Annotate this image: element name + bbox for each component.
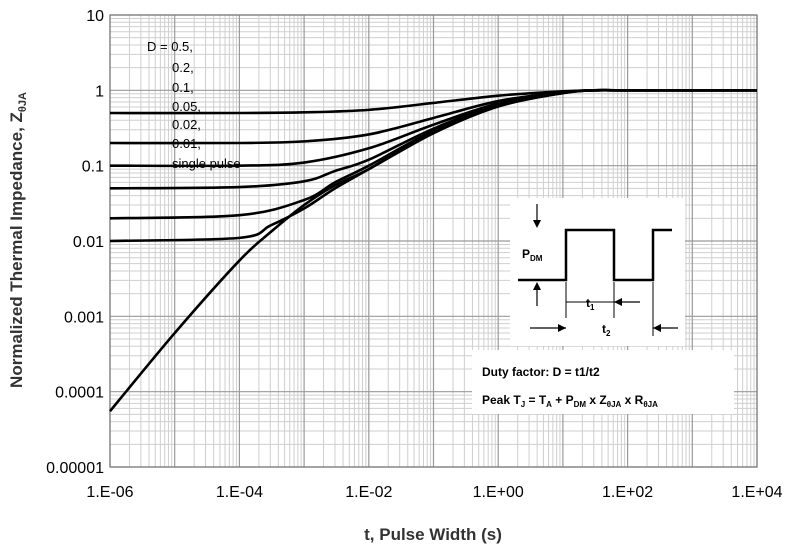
tick-labels: 1.E-06 1.E-04 1.E-02 1.E+00 1.E+02 1.E+04 10 1 0… [46, 8, 783, 501]
y-tick-label: 0.001 [64, 309, 104, 326]
legend-entry: 0.01, [172, 136, 201, 151]
legend-entry: single pulse [172, 156, 241, 171]
y-tick-label: 1 [95, 83, 104, 100]
t2-arrowhead-left [558, 324, 566, 332]
x-tick-label: 1.E+00 [473, 484, 524, 501]
x-tick-label: 1.E-02 [345, 484, 392, 501]
pdm-arrowhead-top [533, 220, 541, 228]
legend-entry: 0.05, [172, 99, 201, 114]
t2-arrowhead-right [653, 324, 661, 332]
x-tick-label: 1.E-04 [216, 484, 263, 501]
x-tick-label: 1.E+02 [602, 484, 653, 501]
x-tick-label: 1.E+04 [731, 484, 782, 501]
pulse-diagram-inset: PDM t1 t2 [510, 198, 685, 346]
t2-label: t2 [602, 322, 611, 338]
legend-entry: 0.02, [172, 117, 201, 132]
t1-label: t1 [586, 296, 595, 312]
peak-formula-text: Peak TJ = TA + PDM x ZθJA x RθJA [482, 393, 658, 409]
y-tick-label: 0.0001 [55, 385, 104, 402]
y-tick-label: 10 [86, 8, 104, 25]
pdm-label: PDM [522, 247, 543, 263]
y-tick-label: 0.00001 [46, 460, 104, 477]
formula-background [472, 350, 734, 414]
legend-entry: 0.1, [172, 80, 194, 95]
x-axis-label: t, Pulse Width (s) [364, 525, 502, 544]
formula-box: Duty factor: D = t1/t2 Peak TJ = TA + PD… [472, 350, 734, 414]
y-axis-label: Normalized Thermal Impedance, ZθJA [7, 92, 29, 388]
series-line-6 [108, 88, 757, 413]
y-tick-label: 0.1 [82, 159, 104, 176]
y-tick-label: 0.01 [73, 234, 104, 251]
legend: D = 0.5, 0.2, 0.1, 0.05, 0.02, 0.01, single pu… [147, 39, 241, 171]
legend-entry: 0.2, [172, 60, 194, 75]
curves [108, 88, 757, 413]
pulse-waveform [518, 228, 672, 282]
duty-factor-text: Duty factor: D = t1/t2 [482, 365, 600, 379]
pdm-arrowhead-bottom [533, 282, 541, 290]
x-tick-label: 1.E-06 [86, 484, 133, 501]
legend-entry: D = 0.5, [147, 39, 193, 54]
